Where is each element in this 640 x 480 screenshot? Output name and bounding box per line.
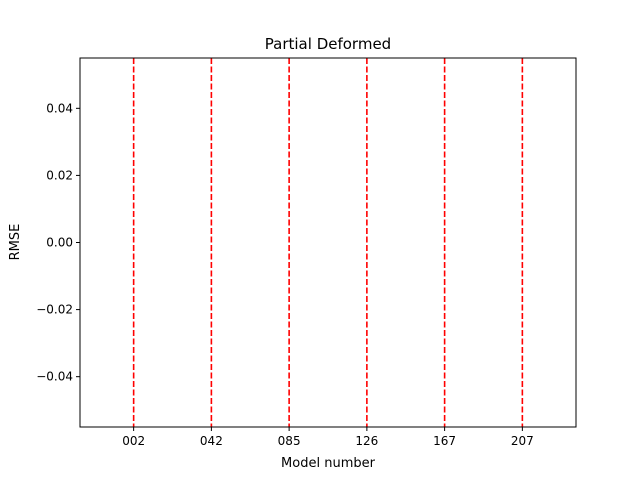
y-axis-label: RMSE [8, 224, 23, 261]
x-axis-label: Model number [281, 456, 376, 471]
x-tick-label-167: 167 [433, 434, 456, 448]
chart-title: Partial Deformed [265, 35, 391, 53]
y-tick-label-2: 0.00 [46, 236, 73, 250]
y-tick-label-3: 0.02 [46, 168, 73, 182]
y-tick-label-4: 0.04 [46, 101, 73, 115]
y-tick-label-1: −0.02 [36, 303, 73, 317]
x-tick-label-085: 085 [278, 434, 301, 448]
x-tick-label-207: 207 [511, 434, 534, 448]
plot-area: 002 042 085 126 167 207 −0.04 −0.02 0.00 0.02 0.04 [36, 57, 577, 448]
y-tick-label-0: −0.04 [36, 370, 73, 384]
x-tick-label-042: 042 [200, 434, 223, 448]
x-tick-label-126: 126 [355, 434, 378, 448]
x-tick-label-002: 002 [122, 434, 145, 448]
